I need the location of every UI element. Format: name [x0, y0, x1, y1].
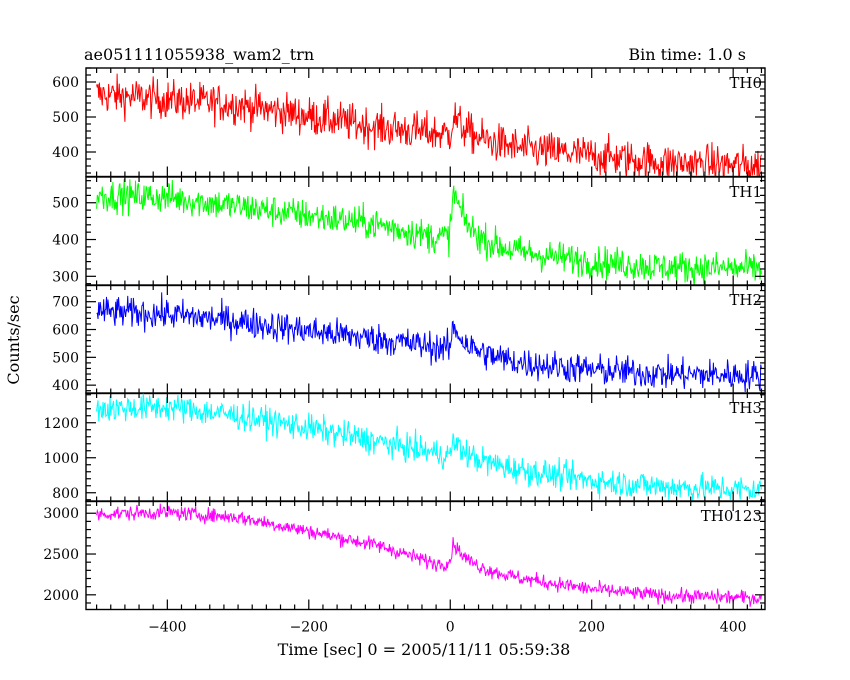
series-line-th2 [96, 292, 762, 393]
y-tick-label: 3000 [43, 506, 79, 522]
series-line-th3 [96, 393, 762, 502]
panel-frame [85, 67, 766, 178]
x-tick-label: −200 [290, 620, 328, 636]
series-line-th0123 [96, 503, 762, 607]
y-axis-label: Counts/sec [4, 295, 23, 384]
y-tick-label: 400 [52, 145, 79, 161]
panel-th0: 400 500 600 TH0 [52, 67, 766, 178]
y-tick-label: 1000 [43, 451, 79, 467]
y-tick-label: 500 [52, 110, 79, 126]
panel-frame [85, 500, 766, 611]
panel-th3: 800 1000 1200 TH3 [43, 392, 766, 503]
x-tick-label: 200 [578, 620, 605, 636]
y-tick-label: 500 [52, 350, 79, 366]
x-tick-label: −400 [148, 620, 186, 636]
y-tick-label: 2500 [43, 547, 79, 563]
series-line-th0 [96, 73, 762, 177]
y-tick-label: 400 [52, 233, 79, 249]
y-tick-label: 600 [52, 323, 79, 339]
x-tick-label: 400 [720, 620, 747, 636]
y-tick-label: 600 [52, 75, 79, 91]
chart-title: ae051111055938_wam2_trn [84, 45, 314, 64]
y-tick-label: 800 [52, 486, 79, 502]
panel-label-th0123: TH0123 [701, 507, 762, 525]
y-tick-label: 400 [52, 378, 79, 394]
y-tick-label: 2000 [43, 588, 79, 604]
panel-th2: 400 500 600 700 TH2 [52, 284, 766, 395]
panel-label-th3: TH3 [729, 399, 762, 417]
bin-time-label: Bin time: 1.0 s [628, 45, 746, 64]
panel-th1: 300 400 500 TH1 [52, 176, 766, 287]
panel-label-th2: TH2 [729, 291, 762, 309]
y-tick-label: 700 [52, 295, 79, 311]
y-tick-label: 1200 [43, 416, 79, 432]
series-line-th1 [96, 179, 762, 286]
y-tick-label: 300 [52, 269, 79, 285]
panel-label-th1: TH1 [729, 183, 762, 201]
x-axis-label: Time [sec] 0 = 2005/11/11 05:59:38 [278, 640, 571, 659]
panel-label-th0: TH0 [729, 74, 762, 92]
x-tick-label: 0 [446, 620, 455, 636]
y-tick-label: 500 [52, 196, 79, 212]
panel-th0123: 2000 2500 3000 TH0123 [43, 500, 766, 611]
panels-group: 400 500 600 TH0 300 400 500 TH1 400 500 600 700 TH2 8… [43, 67, 766, 636]
